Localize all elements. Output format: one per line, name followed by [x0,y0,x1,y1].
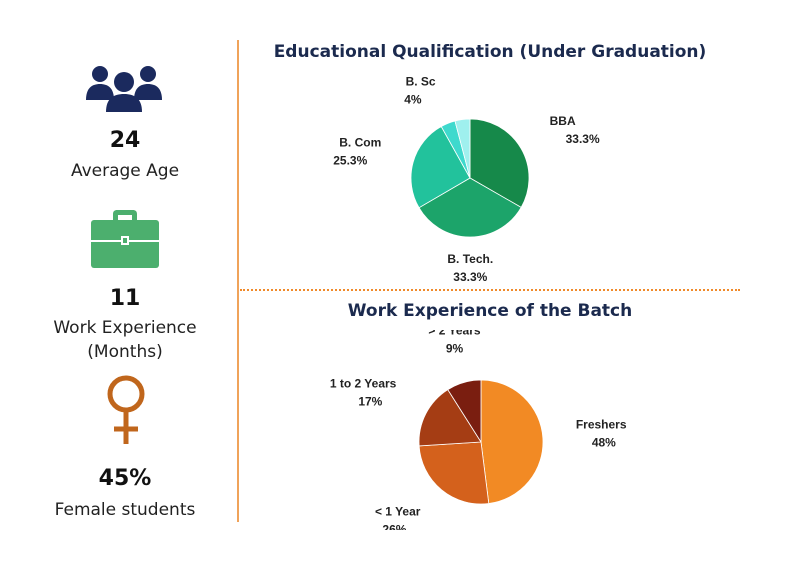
work-experience-label: Work Experience [53,318,197,338]
work-experience-value: 11 [109,286,141,311]
slice-label-freshers: Freshers [576,417,627,431]
education-chart-title: Educational Qualification (Under Graduat… [273,42,707,62]
slice-label-b-tech: B. Tech. [447,252,493,266]
pie-slice-b-com [410,125,471,209]
slice-label-bba: BBA [550,114,576,128]
slice-label-b-com: B. Com [339,136,381,150]
slice-value-freshers: 48% [592,435,616,449]
female-students-label: Female students [54,500,196,520]
pie-slice-1-to-2-years [418,389,482,447]
slice-value-1-to-2-years: 17% [358,395,382,409]
pie-slice-1-year [418,441,490,505]
horizontal-divider [240,289,740,291]
education-pie-chart: BBA 33.3% B. Tech. 33.3% B. Com 25.3% B. Sc 4% [333,75,600,284]
slice-value-2-years: 9% [446,342,464,356]
slice-value-bba: 33.3% [566,132,600,146]
average-age-value: 24 [109,128,141,153]
slice-value-1-year: 26% [382,523,406,530]
female-symbol-icon [107,375,145,444]
female-students-value: 45% [98,466,152,491]
slice-label-1-year: < 1 Year [375,505,421,519]
work-experience-pie-chart: Freshers 48% < 1 Year 26% 1 to 2 Years 17% > 2… [330,330,627,530]
slice-label-2-years: > 2 Years [428,330,480,338]
slice-value-b-sc: 4% [404,93,422,107]
work-experience-unit: (Months) [87,342,163,362]
group-icon [86,66,162,112]
pie-slice-2-years [447,379,482,444]
vertical-divider [237,40,239,522]
slice-label-1-to-2-years: 1 to 2 Years [330,377,397,391]
slice-value-b-com: 25.3% [333,154,367,168]
average-age-label: Average Age [70,161,180,181]
briefcase-icon [91,210,159,268]
work-experience-chart-title: Work Experience of the Batch [347,301,633,321]
slice-label-b-sc: B. Sc [406,75,436,89]
pie-slice-b-tech [418,177,522,238]
slice-value-b-tech: 33.3% [453,270,487,284]
pie-slice-freshers [480,379,544,504]
pie-slice-other [454,118,471,179]
pie-slice-bba [469,118,530,208]
